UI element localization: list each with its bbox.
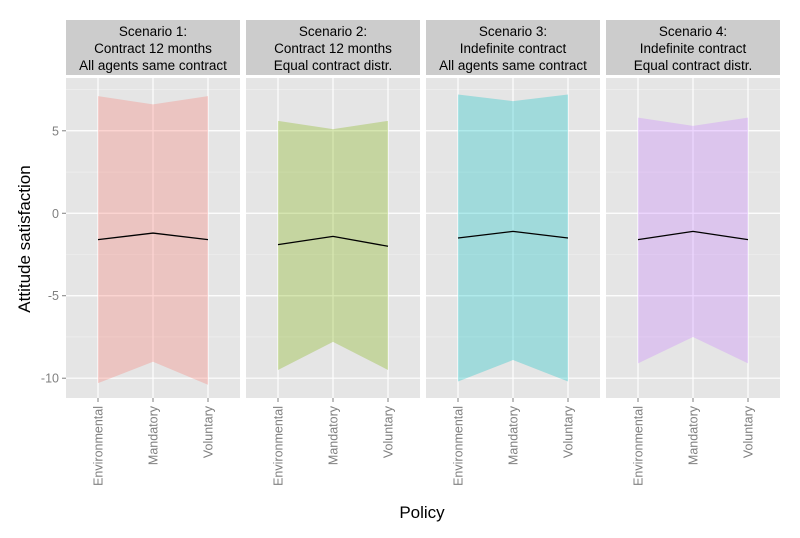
x-tick-label: Voluntary (382, 405, 396, 458)
facet-title-line: Equal contract distr. (274, 58, 393, 73)
x-tick-label: Mandatory (327, 405, 341, 465)
x-tick-label: Environmental (92, 406, 106, 486)
y-axis-label: Attitude satisfaction (15, 165, 34, 312)
x-tick-label: Environmental (272, 406, 286, 486)
facet-strip (246, 20, 420, 75)
facet-title-line: Scenario 3: (479, 24, 547, 39)
mean-line (457, 230, 569, 239)
facet-title-line: Equal contract distr. (634, 58, 753, 73)
x-tick-label: Mandatory (687, 405, 701, 465)
facet-title-line: Indefinite contract (640, 41, 747, 56)
facet-title-line: Scenario 1: (119, 24, 187, 39)
ribbon-band (638, 117, 748, 364)
y-tick-label: -10 (41, 372, 59, 386)
mean-line (97, 232, 209, 241)
x-axis-label: Policy (399, 503, 445, 522)
y-tick-label: 5 (52, 124, 59, 138)
facet-panel-1: Scenario 1: Contract 12 months All agents … (66, 20, 240, 486)
facet-title-line: All agents same contract (439, 58, 587, 73)
ribbon-band (98, 96, 208, 385)
facet-title-line: Contract 12 months (94, 41, 212, 56)
facet-strip (426, 20, 600, 75)
x-tick-label: Mandatory (147, 405, 161, 465)
x-tick-label: Voluntary (562, 405, 576, 458)
mean-line (637, 230, 749, 241)
x-tick-label: Environmental (452, 406, 466, 486)
facet-title-line: Contract 12 months (274, 41, 392, 56)
facet-panel-4: Scenario 4: Indefinite contract Equal cont… (606, 20, 780, 486)
y-axis: -10 -5 0 5 (41, 124, 66, 386)
facet-strip (66, 20, 240, 75)
panels-layer: Scenario 1: Contract 12 months All agents … (66, 20, 780, 486)
facet-title-line: Indefinite contract (460, 41, 567, 56)
ribbon-band (278, 120, 388, 370)
x-tick-label: Voluntary (742, 405, 756, 458)
facet-panel-3: Scenario 3: Indefinite contract All agents… (426, 20, 600, 486)
facet-strip (606, 20, 780, 75)
ribbon-band (458, 94, 568, 382)
facet-panel-2: Scenario 2: Contract 12 months Equal contr… (246, 20, 420, 486)
x-tick-label: Environmental (632, 406, 646, 486)
x-tick-label: Mandatory (507, 405, 521, 465)
facet-title-line: Scenario 4: (659, 24, 727, 39)
y-tick-label: 0 (52, 207, 59, 221)
facet-title-line: Scenario 2: (299, 24, 367, 39)
mean-line (277, 235, 389, 247)
facet-title-line: All agents same contract (79, 58, 227, 73)
y-tick-label: -5 (48, 289, 59, 303)
x-tick-label: Voluntary (202, 405, 216, 458)
